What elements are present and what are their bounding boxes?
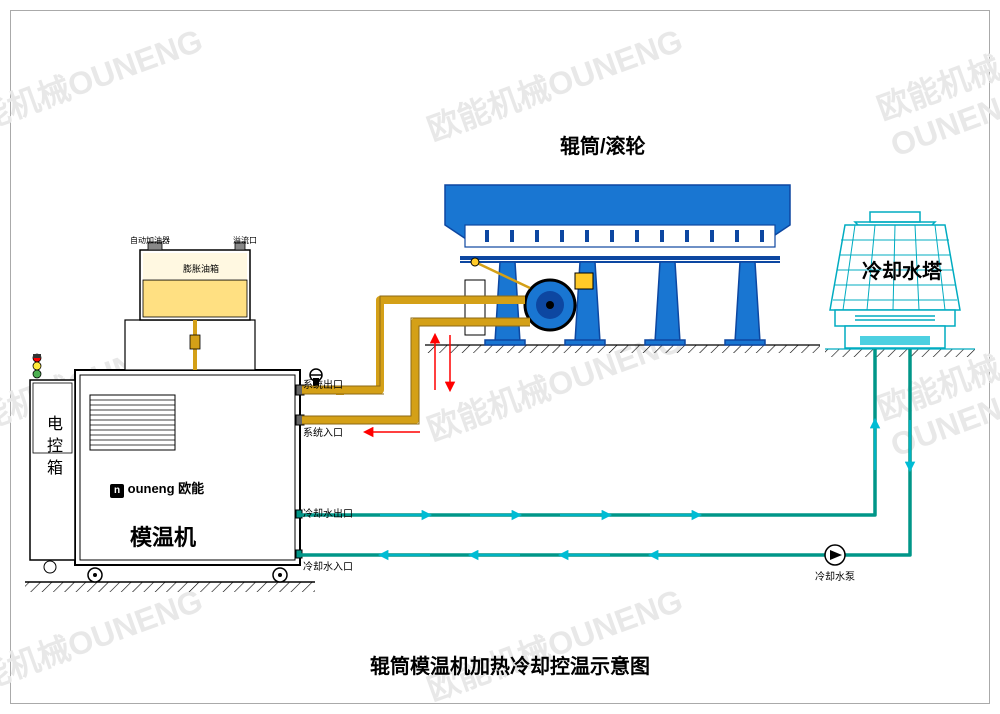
- cooling-pump-icon: [825, 545, 845, 565]
- ground-hatch: [25, 582, 315, 592]
- auto-fill-label: 自动加油器: [130, 235, 170, 246]
- cooling-tower-label: 冷却水塔: [862, 255, 942, 284]
- diagram-title: 辊筒模温机加热冷却控温示意图: [370, 650, 650, 679]
- ground-hatch: [425, 345, 820, 353]
- control-box-label: 电控箱: [40, 415, 64, 481]
- sys-out-label: 系统出口: [303, 376, 343, 391]
- sys-in-label: 系统入口: [303, 424, 343, 439]
- diagram-svg: [0, 0, 1000, 714]
- cold-pipe-in: [300, 349, 910, 555]
- flow-arrow-blue: [380, 420, 910, 555]
- ground-hatch: [825, 349, 975, 357]
- cool-out-label: 冷却水出口: [303, 505, 353, 520]
- brand-label: n ouneng 欧能: [110, 478, 204, 498]
- oil-tank-label: 膨胀油箱: [183, 262, 219, 275]
- cooling-pump-label: 冷却水泵: [815, 568, 855, 583]
- roller-label: 辊筒/滚轮: [560, 130, 646, 159]
- mold-temperature-machine: [75, 369, 322, 582]
- mold-machine-label: 模温机: [130, 520, 196, 552]
- oil-fill-label: 溢流口: [233, 235, 257, 246]
- cool-in-label: 冷却水入口: [303, 558, 353, 573]
